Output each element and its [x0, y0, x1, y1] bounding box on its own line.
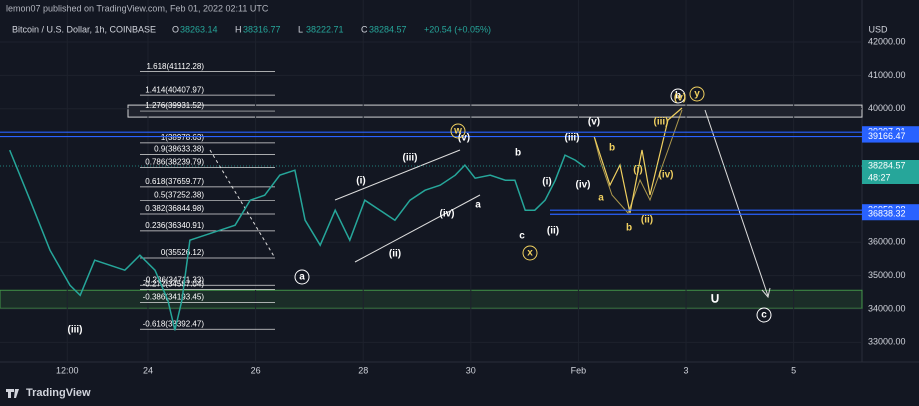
- wave-label: c: [519, 231, 525, 242]
- wave-label: b: [675, 91, 681, 102]
- fib-label: 1.414(40407.97): [145, 85, 204, 94]
- fib-label: 1.276(39931.52): [145, 101, 204, 110]
- fib-label: 0(35526.12): [161, 248, 204, 257]
- price-label: 36838.32: [868, 209, 906, 219]
- bar-timer: 48:27: [868, 172, 891, 182]
- y-tick-label: 36000.00: [868, 237, 906, 247]
- fib-label: 0.236(36340.91): [145, 221, 204, 230]
- x-tick-label: 5: [791, 365, 796, 375]
- fib-label: -0.272(34587.04): [143, 279, 205, 288]
- wave-circle: [522, 245, 538, 261]
- magnet-icon: ∪: [710, 290, 720, 306]
- x-tick-label: 26: [251, 365, 261, 375]
- x-tick-label: 28: [358, 365, 368, 375]
- y-tick-label: 35000.00: [868, 270, 906, 280]
- wave-label: (iii): [403, 153, 418, 164]
- wave-label: (i): [633, 165, 642, 176]
- wave-label: (ii): [389, 249, 401, 260]
- wedge-line: [354, 194, 481, 263]
- wave-label: (iii): [565, 133, 580, 144]
- fib-label: 0.9(38633.38): [154, 144, 204, 153]
- wave-circle: [756, 307, 772, 323]
- ohlc-value: 38316.77: [243, 24, 281, 34]
- fib-label: 0.5(37252.38): [154, 191, 204, 200]
- projection-arrow: [704, 109, 769, 297]
- price-label-box: [862, 208, 919, 221]
- wedge-line: [334, 149, 461, 201]
- ohlc-value: 38263.14: [180, 24, 218, 34]
- wave-label: w: [453, 126, 462, 137]
- zone: [127, 104, 863, 118]
- wave-label: (i): [542, 177, 551, 188]
- arrow-head: [761, 287, 771, 299]
- publish-info: lemon07 published on TradingView.com, Fe…: [6, 3, 269, 13]
- brand-logo: [6, 389, 19, 398]
- wave-label: (i): [356, 176, 365, 187]
- footer-brand: TradingView: [26, 387, 91, 399]
- price-label-box: [862, 130, 919, 143]
- wave-label: (v): [588, 117, 600, 128]
- symbol-title: Bitcoin / U.S. Dollar, 1h, COINBASE: [12, 24, 156, 34]
- ohlc-value: 38284.57: [369, 24, 407, 34]
- y-tick-label: 34000.00: [868, 303, 906, 313]
- wave-label: b: [515, 148, 521, 159]
- wave-label: y: [694, 89, 700, 100]
- wave-label: (iv): [659, 170, 674, 181]
- wave-label: a: [598, 193, 604, 204]
- x-tick-label: 3: [684, 365, 689, 375]
- currency-label: USD: [868, 24, 888, 34]
- fib-label: 0.618(37659.77): [145, 177, 204, 186]
- wave-circle: [450, 123, 466, 139]
- wave-circle: [689, 86, 705, 102]
- zone: [0, 289, 863, 309]
- price-change: +20.54 (+0.05%): [424, 24, 491, 34]
- wave-label: (iii): [68, 325, 83, 336]
- fib-label: 0.786(38239.79): [145, 158, 204, 167]
- wave-circle: [670, 88, 686, 104]
- ohlc-key: C: [361, 24, 368, 34]
- wave-label: b: [609, 143, 615, 154]
- wave-label: a: [475, 200, 481, 211]
- x-tick-label: 24: [143, 365, 153, 375]
- fib-label: -0.386(34193.45): [143, 293, 205, 302]
- wave-label: c: [761, 310, 767, 321]
- y-tick-label: 33000.00: [868, 337, 906, 347]
- price-label: 39166.47: [868, 131, 906, 141]
- ohlc-key: O: [172, 24, 179, 34]
- fib-label: 1.618(41112.28): [146, 62, 204, 71]
- wave-label: (v): [458, 133, 470, 144]
- projection-path: [593, 109, 683, 214]
- y-tick-label: 40000.00: [868, 103, 906, 113]
- wave-label: (ii): [641, 215, 653, 226]
- ohlc-key: H: [235, 24, 242, 34]
- wave-label: (iv): [440, 209, 455, 220]
- wave-label: x: [527, 248, 533, 259]
- x-tick-label: Feb: [571, 365, 587, 375]
- y-tick-label: 42000.00: [868, 36, 906, 46]
- wave-label: (iii): [654, 117, 669, 128]
- wave-label: b: [626, 223, 632, 234]
- y-tick-label: 41000.00: [868, 70, 906, 80]
- price-line-series: [9, 149, 586, 331]
- fib-label: 0.382(36844.98): [145, 204, 204, 213]
- price-label-box: [862, 159, 919, 184]
- wave-label: (ii): [547, 226, 559, 237]
- fib-label: -0.236(34711.33): [143, 275, 204, 284]
- wave-label: a: [299, 272, 305, 283]
- ohlc-value: 38222.71: [306, 24, 344, 34]
- price-label: 38284.57: [868, 160, 906, 170]
- wave-label: (v): [674, 93, 686, 104]
- x-tick-label: 30: [466, 365, 476, 375]
- wave-label: (iv): [576, 180, 591, 191]
- fib-label: 1(38978.63): [161, 133, 204, 142]
- wave-circle: [294, 269, 310, 285]
- ohlc-key: L: [298, 24, 303, 34]
- x-tick-label: 12:00: [56, 365, 79, 375]
